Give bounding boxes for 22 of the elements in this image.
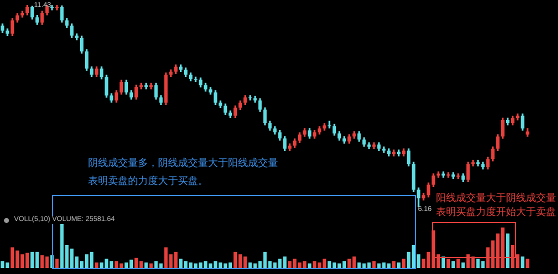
bar	[526, 258, 530, 268]
bar	[461, 262, 465, 268]
bar	[308, 263, 312, 268]
bar	[416, 254, 420, 268]
bar	[397, 262, 400, 268]
bar	[451, 261, 455, 268]
bar	[94, 262, 98, 268]
annotation: 阴线成交量多，阴线成交量大于阳线成交量	[88, 158, 278, 170]
bar	[442, 256, 446, 268]
bar	[456, 258, 460, 268]
bar	[520, 256, 524, 268]
annotation: 阳线成交量大于阴线成交量	[436, 193, 556, 205]
bar	[402, 258, 406, 268]
bar	[149, 263, 153, 268]
bar	[506, 234, 510, 268]
bar	[446, 258, 450, 268]
annotation: 表明买盘力度开始大于卖盘	[436, 207, 556, 219]
bar	[55, 258, 59, 268]
annotation: 表明卖盘的力度大于买盘。	[88, 176, 208, 188]
bar	[392, 261, 396, 268]
bar	[372, 261, 376, 268]
bar	[144, 262, 148, 268]
